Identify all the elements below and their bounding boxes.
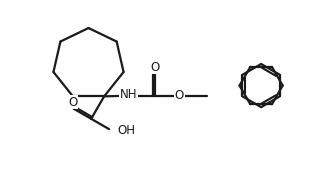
Text: NH: NH: [120, 88, 137, 101]
Text: O: O: [150, 61, 160, 74]
Text: O: O: [175, 89, 184, 102]
Text: OH: OH: [117, 124, 135, 137]
Text: O: O: [68, 96, 77, 109]
